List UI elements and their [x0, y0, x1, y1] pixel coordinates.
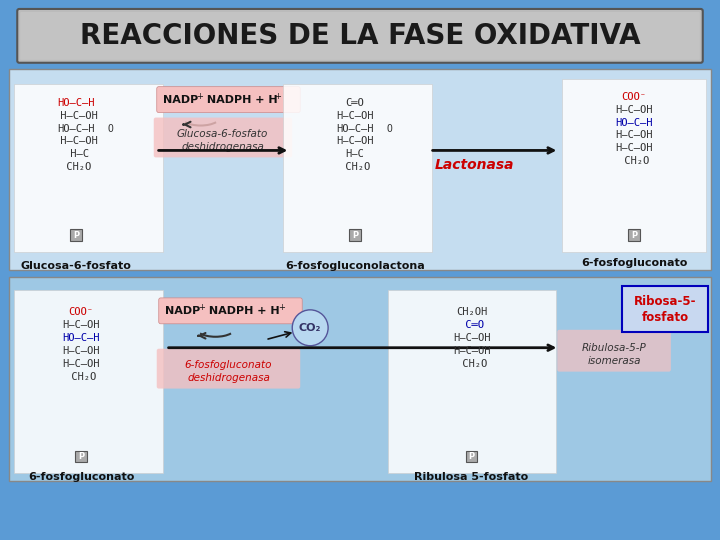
Text: HO—C—H: HO—C—H: [62, 333, 100, 343]
Text: deshidrogenasa: deshidrogenasa: [187, 373, 270, 383]
Text: HO—C—H: HO—C—H: [58, 124, 95, 133]
Text: H—C—OH: H—C—OH: [62, 346, 100, 356]
Text: P: P: [631, 231, 637, 240]
Text: Lactonasa: Lactonasa: [435, 158, 514, 172]
Text: 6-fosfogluconolactona: 6-fosfogluconolactona: [285, 261, 425, 271]
Text: HO—C—H: HO—C—H: [336, 124, 374, 133]
Text: H—C—OH: H—C—OH: [336, 137, 374, 146]
Text: H—C: H—C: [63, 150, 89, 159]
Text: C═O: C═O: [459, 320, 484, 330]
Text: HO—C—H: HO—C—H: [616, 118, 653, 127]
FancyBboxPatch shape: [157, 87, 300, 112]
Text: P: P: [73, 231, 79, 240]
Text: CH₂O: CH₂O: [339, 163, 371, 172]
Text: H—C—OH: H—C—OH: [616, 105, 653, 114]
Text: 6-fosfogluconato: 6-fosfogluconato: [185, 360, 272, 370]
FancyBboxPatch shape: [14, 290, 163, 473]
FancyBboxPatch shape: [388, 290, 557, 473]
Circle shape: [292, 310, 328, 346]
Text: H—C—OH: H—C—OH: [616, 144, 653, 153]
FancyBboxPatch shape: [154, 118, 292, 158]
Text: fosfato: fosfato: [642, 312, 688, 325]
Text: isomerasa: isomerasa: [588, 356, 641, 366]
Text: CH₂O: CH₂O: [60, 163, 91, 172]
Text: 6-fosfogluconato: 6-fosfogluconato: [581, 258, 687, 268]
Text: CH₂O: CH₂O: [456, 359, 487, 369]
Text: Ribulosa 5-fosfato: Ribulosa 5-fosfato: [415, 472, 528, 482]
Text: deshidrogenasa: deshidrogenasa: [181, 143, 264, 152]
Text: H—C—OH: H—C—OH: [54, 111, 98, 120]
Text: REACCIONES DE LA FASE OXIDATIVA: REACCIONES DE LA FASE OXIDATIVA: [80, 22, 640, 50]
FancyBboxPatch shape: [622, 286, 708, 332]
Text: P: P: [469, 452, 474, 461]
Text: CH₂O: CH₂O: [66, 372, 96, 382]
FancyBboxPatch shape: [283, 84, 432, 252]
Text: HO—C—H: HO—C—H: [58, 98, 95, 107]
FancyBboxPatch shape: [557, 330, 671, 372]
Text: +: +: [197, 92, 204, 101]
FancyBboxPatch shape: [562, 79, 706, 252]
Text: H—C—OH: H—C—OH: [62, 320, 100, 330]
Text: 6-fosfogluconato: 6-fosfogluconato: [28, 472, 134, 482]
Text: H—C—OH: H—C—OH: [616, 131, 653, 140]
FancyBboxPatch shape: [14, 84, 163, 252]
Text: COO⁻: COO⁻: [68, 307, 94, 317]
Text: CO₂: CO₂: [299, 323, 321, 333]
Text: NADP: NADP: [163, 94, 198, 105]
Text: NADPH + H: NADPH + H: [204, 306, 279, 316]
FancyBboxPatch shape: [157, 349, 300, 389]
Text: +: +: [279, 303, 285, 312]
Text: O: O: [387, 124, 393, 133]
Text: CH₂O: CH₂O: [618, 157, 649, 166]
Text: C═O: C═O: [346, 98, 364, 107]
Text: H—C—OH: H—C—OH: [453, 333, 490, 343]
Text: COO⁻: COO⁻: [621, 92, 647, 102]
Text: Ribosa-5-: Ribosa-5-: [634, 295, 696, 308]
Text: CH₂OH: CH₂OH: [456, 307, 487, 317]
Text: H—C—OH: H—C—OH: [54, 137, 98, 146]
Text: P: P: [78, 452, 84, 461]
Text: H—C—OH: H—C—OH: [62, 359, 100, 369]
FancyBboxPatch shape: [20, 12, 700, 60]
FancyBboxPatch shape: [9, 69, 711, 270]
Text: Glucosa-6-fosfato: Glucosa-6-fosfato: [21, 261, 132, 271]
Text: H—C: H—C: [346, 150, 364, 159]
Text: NADP: NADP: [165, 306, 200, 316]
Text: NADPH + H: NADPH + H: [202, 94, 277, 105]
FancyBboxPatch shape: [17, 9, 703, 63]
FancyBboxPatch shape: [158, 298, 302, 324]
Text: H—C—OH: H—C—OH: [453, 346, 490, 356]
Text: H—C—OH: H—C—OH: [336, 111, 374, 120]
Text: Glucosa-6-fosfato: Glucosa-6-fosfato: [177, 130, 268, 139]
Text: +: +: [199, 303, 205, 312]
Text: Ribulosa-5-P: Ribulosa-5-P: [582, 343, 647, 353]
Text: O: O: [108, 124, 114, 133]
Text: P: P: [352, 231, 358, 240]
Text: +: +: [274, 92, 282, 101]
FancyBboxPatch shape: [9, 277, 711, 481]
